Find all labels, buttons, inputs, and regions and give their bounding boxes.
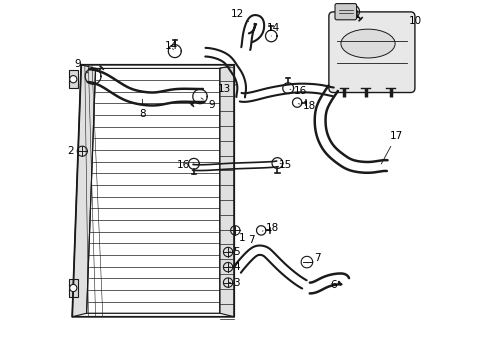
Text: 16: 16 — [177, 160, 194, 170]
Text: 2: 2 — [68, 146, 80, 156]
Text: 1: 1 — [236, 232, 245, 243]
Text: 17: 17 — [381, 131, 403, 164]
Polygon shape — [301, 256, 313, 268]
FancyBboxPatch shape — [329, 12, 415, 93]
Text: 4: 4 — [228, 262, 240, 272]
Text: 15: 15 — [279, 160, 293, 170]
Text: 9: 9 — [74, 59, 88, 73]
Text: 7: 7 — [308, 253, 321, 264]
Circle shape — [70, 76, 77, 83]
Text: 18: 18 — [262, 222, 279, 233]
Text: 11: 11 — [348, 10, 361, 20]
Polygon shape — [220, 65, 234, 317]
Text: 7: 7 — [247, 235, 255, 252]
FancyBboxPatch shape — [69, 70, 77, 88]
Text: 16: 16 — [290, 86, 307, 96]
Text: 3: 3 — [228, 278, 240, 288]
Text: 5: 5 — [228, 247, 240, 257]
Text: 14: 14 — [165, 41, 178, 51]
Text: 14: 14 — [267, 23, 280, 36]
Text: 9: 9 — [201, 98, 215, 110]
Circle shape — [70, 284, 77, 292]
Text: 12: 12 — [231, 9, 248, 22]
FancyBboxPatch shape — [335, 4, 357, 20]
Text: 18: 18 — [298, 101, 316, 111]
Text: 8: 8 — [139, 99, 146, 120]
Text: 13: 13 — [218, 84, 236, 94]
Text: 6: 6 — [331, 280, 337, 290]
Text: 10: 10 — [409, 16, 422, 26]
FancyBboxPatch shape — [69, 279, 77, 297]
Ellipse shape — [341, 29, 395, 58]
Polygon shape — [72, 65, 96, 317]
